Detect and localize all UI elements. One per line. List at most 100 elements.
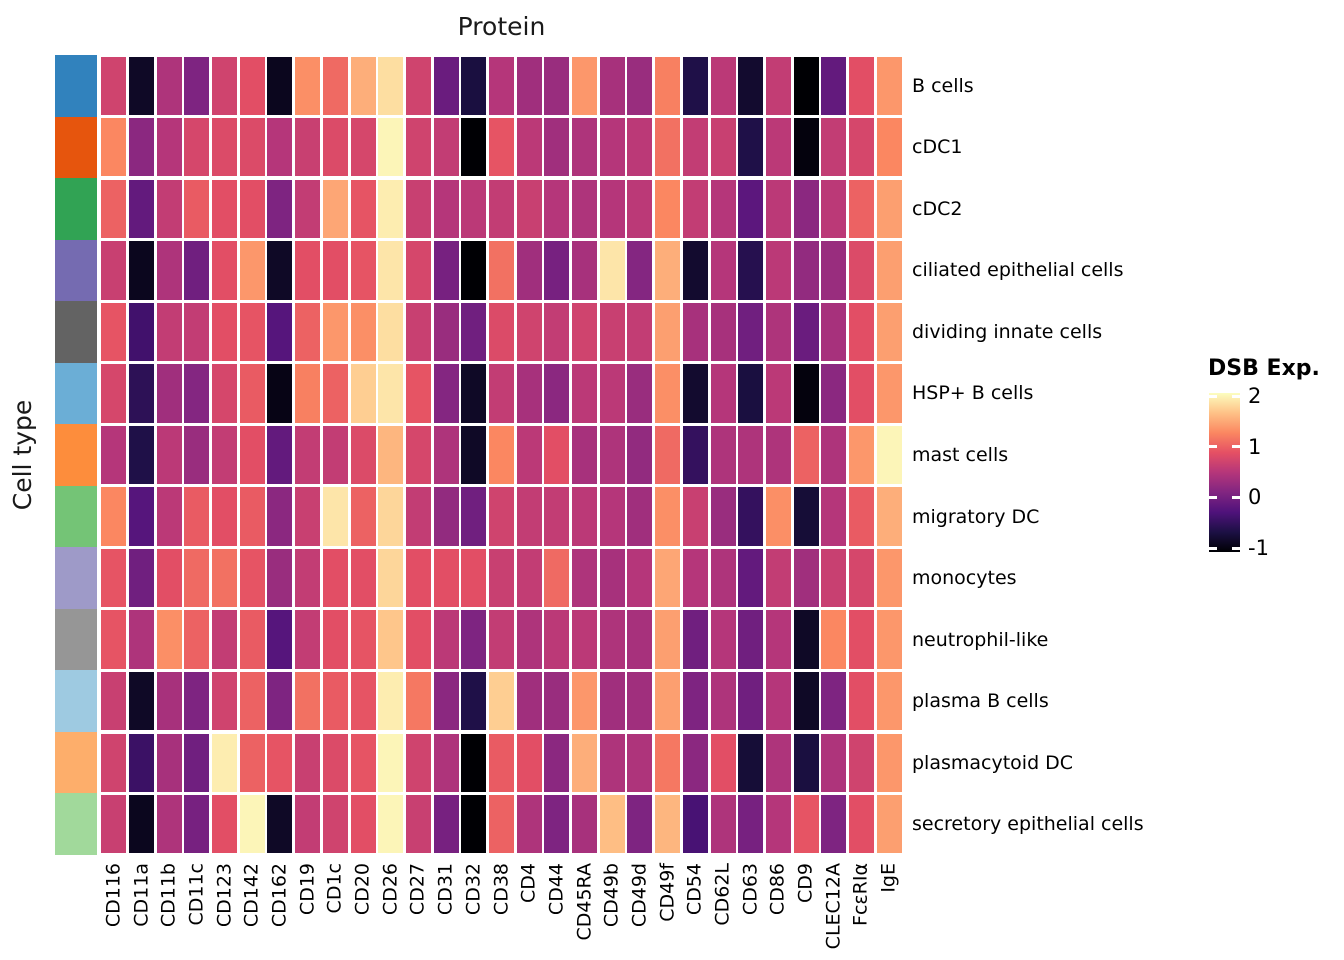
heatmap-cell [599,118,625,177]
column-label: CD142 [240,863,263,928]
heatmap-cell [129,733,155,792]
heatmap-cell [627,56,653,115]
heatmap-cell [793,425,819,485]
heatmap-cell [599,795,625,854]
column-label: FcεRIα [849,863,872,926]
heatmap-cell [599,487,625,546]
column-label: CD54 [683,863,706,916]
heatmap-cell [350,118,376,177]
heatmap-cell [212,118,238,177]
heatmap-cell [267,364,293,423]
heatmap-cell [378,179,404,238]
heatmap-cell [461,302,487,362]
heatmap-cell [295,795,321,854]
heatmap-cell [295,733,321,792]
heatmap-cell [572,56,598,115]
heatmap-cell [489,425,514,485]
heatmap-cell [627,795,653,854]
row-annotation-swatch [55,424,97,487]
heatmap-cell [516,241,542,300]
column-label: CLEC12A [822,863,845,950]
heatmap-cell [350,302,376,362]
heatmap-cell [710,610,736,669]
heatmap-cell [405,179,431,238]
heatmap-cell [682,425,708,485]
heatmap-cell [350,610,376,669]
heatmap-cell [599,610,625,669]
heatmap-cell [129,671,155,731]
heatmap-cell [239,487,265,546]
column-label: CD44 [545,863,568,916]
heatmap-cell [599,548,625,608]
row-annotation-swatch [55,670,97,733]
heatmap-cell [765,302,791,362]
heatmap-cell [378,671,404,731]
heatmap-cell [433,118,459,177]
heatmap-cell [516,795,542,854]
heatmap-cell [710,733,736,792]
heatmap-cell [461,179,487,238]
heatmap-cell [599,179,625,238]
heatmap-cell [876,118,902,177]
heatmap-cell [544,425,570,485]
legend-title: DSB Exp. [1208,356,1320,381]
heatmap-cell [516,118,542,177]
heatmap-cell [461,241,487,300]
heatmap-cell [101,671,127,731]
heatmap-cell [461,487,487,546]
heatmap-cell [765,795,791,854]
heatmap-cell [599,671,625,731]
heatmap-cell [516,302,542,362]
heatmap-cell [461,733,487,792]
heatmap-cell [156,425,182,485]
heatmap-cell [101,795,127,854]
heatmap-cell [239,548,265,608]
heatmap-cell [267,548,293,608]
heatmap-cell [848,548,874,608]
heatmap-cell [101,179,127,238]
heatmap-cell [516,425,542,485]
heatmap-cell [876,364,902,423]
heatmap-cell [821,118,847,177]
heatmap-cell [212,241,238,300]
heatmap-cell [267,671,293,731]
heatmap-cell [848,795,874,854]
heatmap-cell [322,425,348,485]
heatmap-cell [544,487,570,546]
heatmap-cell [682,118,708,177]
heatmap-cell [184,302,210,362]
heatmap-cell [682,671,708,731]
heatmap-cell [101,610,127,669]
column-label: CD116 [102,863,125,928]
legend-tick-mark [1209,546,1217,550]
heatmap-cell [295,302,321,362]
heatmap-cell [572,548,598,608]
heatmap-cell [350,795,376,854]
row-label: migratory DC [912,505,1040,528]
heatmap-cell [322,56,348,115]
heatmap-cell [433,548,459,608]
heatmap-cell [156,733,182,792]
heatmap-cell [627,241,653,300]
heatmap-cell [489,671,514,731]
legend-tick-label: 0 [1248,485,1262,510]
heatmap-cell [156,610,182,669]
row-annotation-swatch [55,608,97,671]
heatmap-cell [239,671,265,731]
heatmap-cell [516,179,542,238]
heatmap-cell [350,487,376,546]
heatmap-cell [572,671,598,731]
heatmap-cell [793,118,819,177]
heatmap-cell [184,487,210,546]
column-label: CD38 [490,863,512,916]
heatmap-cell [599,302,625,362]
heatmap-cell [765,733,791,792]
heatmap-cell [184,118,210,177]
row-annotation-swatch [55,239,97,302]
heatmap-cell [295,548,321,608]
heatmap-cell [572,733,598,792]
heatmap-cell [350,241,376,300]
heatmap-cell [821,487,847,546]
heatmap-cell [655,487,681,546]
heatmap-cell [461,671,487,731]
